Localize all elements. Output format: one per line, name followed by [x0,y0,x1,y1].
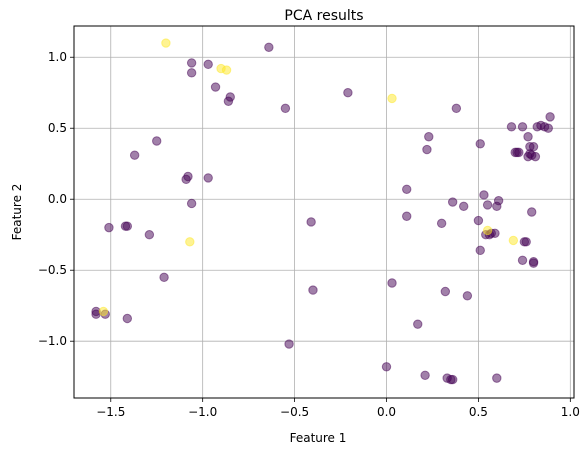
scatter-points [91,38,555,385]
scatter-point-class-0 [413,319,423,329]
scatter-point-class-0 [203,59,213,70]
scatter-point-class-1 [482,225,493,236]
y-tick-label: −0.5 [38,263,67,277]
scatter-point-class-0 [308,285,318,295]
x-tick-label: −1.0 [188,405,217,419]
scatter-point-class-0 [203,173,213,183]
grid [74,26,574,398]
scatter-point-class-0 [306,217,316,227]
scatter-point-class-0 [482,200,493,210]
scatter-point-class-0 [475,245,485,256]
scatter-point-class-0 [264,42,274,52]
scatter-point-class-0 [159,272,169,283]
scatter-point-class-0 [122,313,133,324]
scatter-point-class-0 [447,374,458,385]
y-tick-label: 0.5 [48,121,67,135]
scatter-point-class-0 [152,136,162,146]
scatter-point-class-0 [210,82,221,92]
x-tick-label: 0.5 [469,405,488,419]
scatter-point-class-0 [280,103,291,114]
scatter-point-class-0 [387,278,397,288]
scatter-point-class-1 [161,38,171,48]
scatter-point-class-0 [523,132,533,142]
scatter-point-class-0 [284,339,294,349]
scatter-point-class-1 [508,235,519,246]
scatter-point-class-0 [381,362,392,372]
scatter-point-class-0 [402,211,412,221]
x-tick-label: 1.0 [561,405,580,419]
scatter-point-class-0 [527,207,537,217]
scatter-point-class-0 [543,123,553,133]
scatter-point-class-0 [506,122,517,132]
scatter-point-class-0 [530,151,541,162]
scatter-point-class-0 [186,68,197,78]
y-axis-label: Feature 2 [10,184,24,241]
scatter-point-class-0 [493,195,504,206]
scatter-point-class-0 [514,147,524,158]
scatter-point-class-0 [343,88,353,98]
scatter-point-class-0 [475,139,485,149]
scatter-point-class-0 [424,132,434,142]
scatter-point-class-1 [387,93,397,104]
scatter-point-class-0 [183,171,193,182]
y-tick-label: 0.0 [48,192,67,206]
scatter-point-class-0 [528,258,539,268]
x-tick-label: 0.0 [377,405,396,419]
plot-frame [73,25,575,399]
scatter-point-class-0 [451,103,462,114]
scatter-point-class-0 [479,190,489,200]
scatter-point-class-0 [422,144,432,155]
scatter-point-class-0 [462,291,473,301]
x-tick-label: −1.5 [96,405,125,419]
scatter-point-class-0 [225,92,235,102]
scatter-point-class-0 [436,218,447,229]
scatter-point-class-0 [517,255,528,265]
scatter-point-class-0 [473,215,484,226]
scatter-point-class-0 [545,112,555,122]
scatter-point-class-1 [221,65,232,75]
x-tick-label: −0.5 [280,405,309,419]
scatter-point-class-0 [459,201,469,212]
y-tick-label: −1.0 [38,334,67,348]
scatter-point-class-1 [185,237,195,247]
scatter-point-class-1 [98,306,109,317]
scatter-point-class-0 [186,58,197,68]
scatter-point-class-0 [528,141,539,152]
scatter-point-class-0 [122,221,133,231]
scatter-point-class-0 [402,184,412,194]
scatter-point-class-0 [186,198,197,209]
scatter-point-class-0 [521,237,531,247]
scatter-point-class-0 [447,197,458,207]
scatter-point-class-0 [517,122,528,132]
x-axis-label: Feature 1 [290,431,347,445]
axis-ticks: −1.5 −1.0 −0.5 0.0 0.5 1.0 −1.0 −0.5 0.0 0.5 1.0 [38,50,580,419]
scatter-point-class-0 [440,286,451,297]
scatter-point-class-0 [492,373,502,383]
scatter-point-class-0 [420,370,430,380]
scatter-point-class-0 [144,230,155,240]
y-tick-label: 1.0 [48,50,67,64]
scatter-point-class-0 [104,222,114,233]
chart-title: PCA results [284,8,363,24]
scatter-point-class-0 [129,150,140,160]
